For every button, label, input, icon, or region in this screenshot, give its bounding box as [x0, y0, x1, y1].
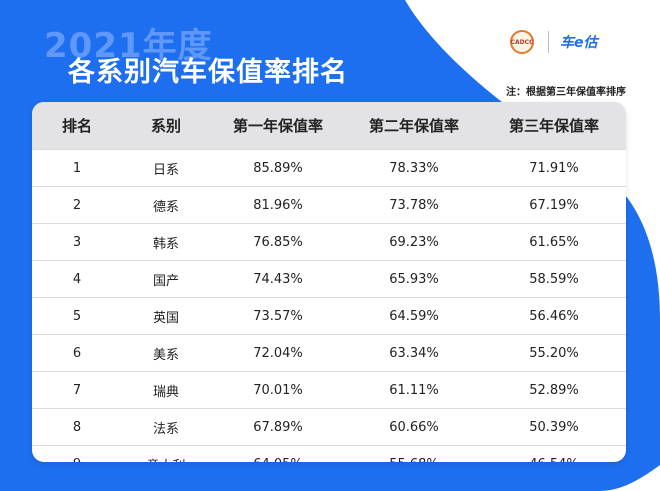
table-cell: 瑞典 — [122, 371, 210, 409]
table-cell: 81.96% — [210, 186, 346, 224]
table-cell: 英国 — [122, 297, 210, 335]
table-row: 7 瑞典 70.01% 61.11% 52.89% — [32, 371, 626, 409]
table-cell: 67.89% — [210, 408, 346, 446]
table-cell: 55.20% — [482, 334, 626, 372]
header-row: 排名 系别 第一年保值率 第二年保值率 第三年保值率 — [32, 102, 626, 150]
table-cell: 74.43% — [210, 260, 346, 298]
table-cell: 61.11% — [346, 371, 482, 409]
table-cell: 76.85% — [210, 223, 346, 261]
table-body: 1 日系 85.89% 78.33% 71.91% 2 德系 81.96% 73.78% 67.1… — [32, 149, 626, 462]
table-cell: 85.89% — [210, 149, 346, 187]
table-cell: 61.65% — [482, 223, 626, 261]
table-row: 2 德系 81.96% 73.78% 67.19% — [32, 186, 626, 224]
table-cell: 69.23% — [346, 223, 482, 261]
column-header: 排名 — [32, 102, 122, 150]
table-cell: 64.59% — [346, 297, 482, 335]
table-cell: 3 — [32, 223, 122, 261]
table-row: 6 美系 72.04% 63.34% 55.20% — [32, 334, 626, 372]
table-cell: 60.66% — [346, 408, 482, 446]
table-cell: 6 — [32, 334, 122, 372]
year-heading: 2021年度 — [44, 26, 213, 66]
table-cell: 50.39% — [482, 408, 626, 446]
table-cell: 67.19% — [482, 186, 626, 224]
column-header: 第三年保值率 — [482, 102, 626, 150]
table-cell: 64.05% — [210, 445, 346, 462]
table-row: 5 英国 73.57% 64.59% 56.46% — [32, 297, 626, 335]
table-cell: 1 — [32, 149, 122, 187]
table-cell: 72.04% — [210, 334, 346, 372]
column-header: 系别 — [122, 102, 210, 150]
table-card: 排名 系别 第一年保值率 第二年保值率 第三年保值率 1 日系 85.89% 78.33% 71… — [32, 102, 626, 462]
table-row: 9意大利64.05%55.68%46.54% — [32, 445, 626, 462]
table-cell: 9 — [32, 445, 122, 462]
table-cell: 4 — [32, 260, 122, 298]
table-cell: 58.59% — [482, 260, 626, 298]
logo-separator — [548, 31, 549, 53]
table-cell: 韩系 — [122, 223, 210, 261]
table-cell: 52.89% — [482, 371, 626, 409]
table-row: 3 韩系 76.85% 69.23% 61.65% — [32, 223, 626, 261]
column-header: 第一年保值率 — [210, 102, 346, 150]
table-row: 8 法系 67.89% 60.66% 50.39% — [32, 408, 626, 446]
table-cell: 55.68% — [346, 445, 482, 462]
table-cell: 法系 — [122, 408, 210, 446]
table-cell: 2 — [32, 186, 122, 224]
note: 注：根据第三年保值率排序 — [506, 87, 626, 98]
table-cell: 国产 — [122, 260, 210, 298]
logo-chegu: 车e估 — [560, 35, 598, 51]
table-cell: 78.33% — [346, 149, 482, 187]
column-header: 第二年保值率 — [346, 102, 482, 150]
table-cell: 65.93% — [346, 260, 482, 298]
table-cell: 73.57% — [210, 297, 346, 335]
logo-cadcc: CADCC — [510, 30, 534, 54]
table-cell: 意大利 — [122, 445, 210, 462]
table-cell: 71.91% — [482, 149, 626, 187]
table-cell: 73.78% — [346, 186, 482, 224]
table-cell: 70.01% — [210, 371, 346, 409]
ranking-table: 排名 系别 第一年保值率 第二年保值率 第三年保值率 1 日系 85.89% 78.33% 71… — [32, 102, 626, 462]
table-cell: 德系 — [122, 186, 210, 224]
table-row: 4 国产 74.43% 65.93% 58.59% — [32, 260, 626, 298]
table-cell: 56.46% — [482, 297, 626, 335]
table-row: 1 日系 85.89% 78.33% 71.91% — [32, 149, 626, 187]
table-cell: 美系 — [122, 334, 210, 372]
table-cell: 63.34% — [346, 334, 482, 372]
table-cell: 5 — [32, 297, 122, 335]
table-cell: 8 — [32, 408, 122, 446]
table-cell: 7 — [32, 371, 122, 409]
page-title: 各系别汽车保值率排名 — [68, 57, 348, 88]
table-cell: 46.54% — [482, 445, 626, 462]
table-cell: 日系 — [122, 149, 210, 187]
